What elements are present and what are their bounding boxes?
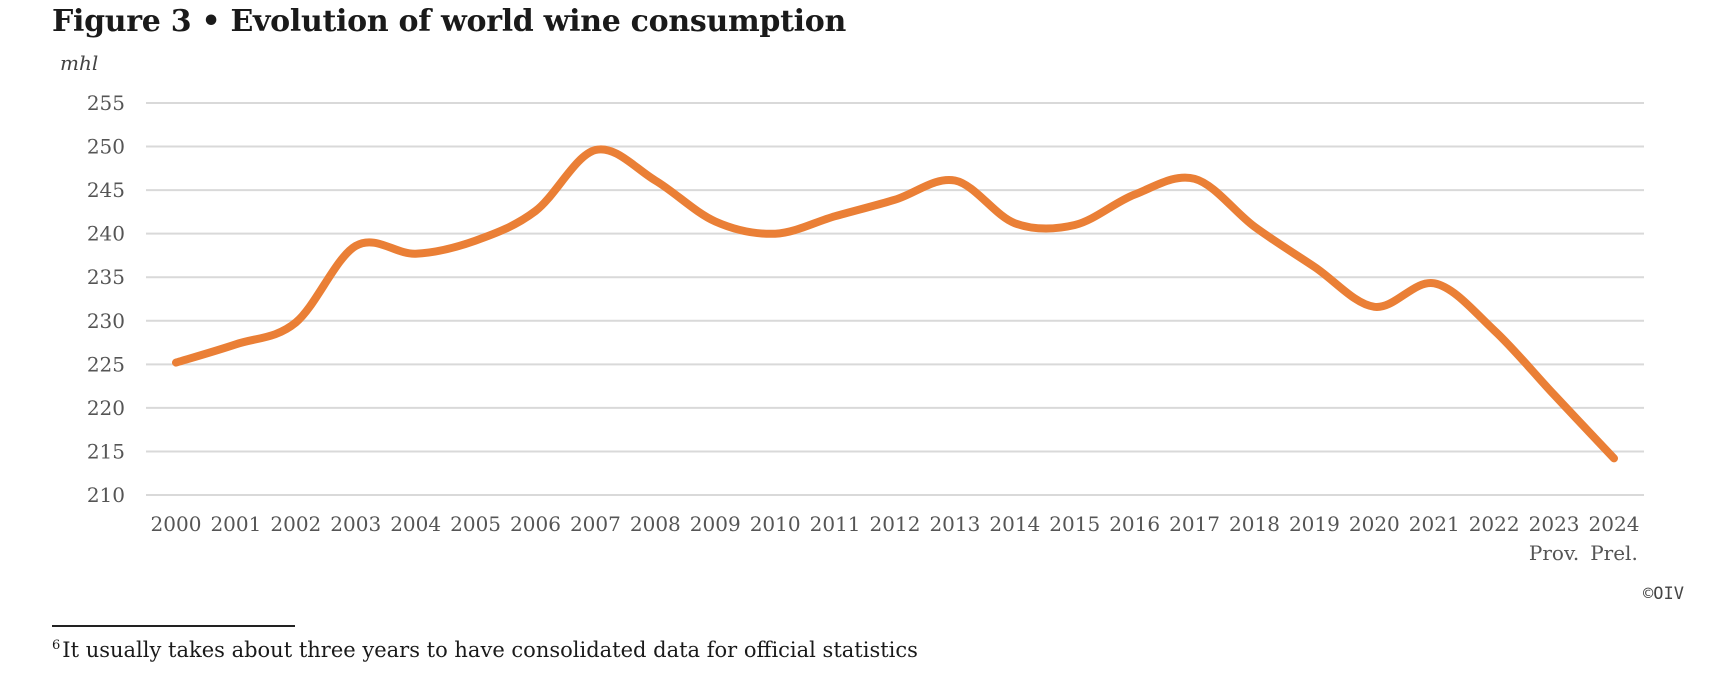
data-point-2021 <box>1430 279 1438 287</box>
data-point-2002 <box>292 319 300 327</box>
y-tick-label: 235 <box>87 265 125 289</box>
data-point-2016 <box>1131 191 1139 199</box>
y-tick-label: 215 <box>87 439 125 463</box>
footnote-text: It usually takes about three years to ha… <box>62 638 918 662</box>
x-tick-label: 2010 <box>750 512 801 536</box>
data-point-2017 <box>1191 175 1199 183</box>
copyright-notice: ©OIV <box>1643 584 1684 604</box>
y-tick-label: 220 <box>87 396 125 420</box>
x-tick-label: 2019 <box>1289 512 1340 536</box>
data-point-2022 <box>1490 326 1498 334</box>
x-tick-label: 2021 <box>1409 512 1460 536</box>
data-point-2000 <box>172 359 180 367</box>
data-point-2023 <box>1550 391 1558 399</box>
data-point-2013 <box>951 177 959 185</box>
x-tick-label: 2003 <box>330 512 381 536</box>
x-tick-label: 2007 <box>570 512 621 536</box>
data-point-2014 <box>1011 219 1019 227</box>
data-point-2010 <box>771 230 779 238</box>
x-tick-label: 2005 <box>450 512 501 536</box>
series-layer <box>172 145 1618 463</box>
data-point-2004 <box>412 250 420 258</box>
y-axis-ticks: 210 215 220 225 230 235 240 245 250 255 <box>87 91 125 507</box>
data-point-2005 <box>472 237 480 245</box>
y-tick-label: 245 <box>87 178 125 202</box>
y-tick-label: 255 <box>87 91 125 115</box>
x-tick-label: 2014 <box>989 512 1040 536</box>
x-tick-sublabel: Prel. <box>1590 541 1638 565</box>
x-tick-label: 2006 <box>510 512 561 536</box>
data-point-2003 <box>352 242 360 250</box>
x-tick-label: 2017 <box>1169 512 1220 536</box>
y-axis-unit-label: mhl <box>60 51 98 75</box>
x-tick-label: 2002 <box>270 512 321 536</box>
x-tick-label: 2016 <box>1109 512 1160 536</box>
y-tick-label: 250 <box>87 135 125 159</box>
data-point-2009 <box>711 218 719 226</box>
x-tick-label: 2011 <box>810 512 861 536</box>
data-point-2007 <box>591 146 599 154</box>
x-tick-label: 2018 <box>1229 512 1280 536</box>
data-point-2006 <box>532 207 540 215</box>
data-point-2020 <box>1370 303 1378 311</box>
x-tick-label: 2000 <box>151 512 202 536</box>
x-tick-label: 2013 <box>929 512 980 536</box>
y-tick-label: 240 <box>87 222 125 246</box>
data-point-2015 <box>1071 221 1079 229</box>
x-axis-ticks: 2000 2001 2002 2003 2004 2005 2006 2007 2008 2009… <box>151 512 1640 565</box>
series-line <box>172 145 1618 463</box>
x-tick-label: 2020 <box>1349 512 1400 536</box>
data-point-2011 <box>831 212 839 220</box>
y-tick-label: 230 <box>87 309 125 333</box>
footnote-marker: 6 <box>52 638 61 653</box>
y-tick-label: 225 <box>87 352 125 376</box>
data-point-2024 <box>1610 454 1618 462</box>
footnote-divider <box>52 625 295 627</box>
x-tick-label: 2015 <box>1049 512 1100 536</box>
x-tick-label: 2001 <box>210 512 261 536</box>
x-tick-sublabel: Prov. <box>1529 541 1579 565</box>
x-tick-label: 2022 <box>1469 512 1520 536</box>
gridlines <box>146 102 1644 496</box>
data-point-2012 <box>891 196 899 204</box>
x-tick-label: 2004 <box>390 512 441 536</box>
x-tick-label: 2008 <box>630 512 681 536</box>
data-point-2018 <box>1251 223 1259 231</box>
data-point-2008 <box>651 177 659 185</box>
chart-title: Figure 3 • Evolution of world wine consu… <box>52 4 846 39</box>
x-tick-label: 2024 <box>1589 512 1640 536</box>
x-tick-label: 2012 <box>870 512 921 536</box>
x-tick-label: 2009 <box>690 512 741 536</box>
x-tick-label: 2023 <box>1529 512 1580 536</box>
footnote: 6It usually takes about three years to h… <box>52 638 918 662</box>
data-point-2019 <box>1310 263 1318 271</box>
data-point-2001 <box>232 340 240 348</box>
y-tick-label: 210 <box>87 483 125 507</box>
